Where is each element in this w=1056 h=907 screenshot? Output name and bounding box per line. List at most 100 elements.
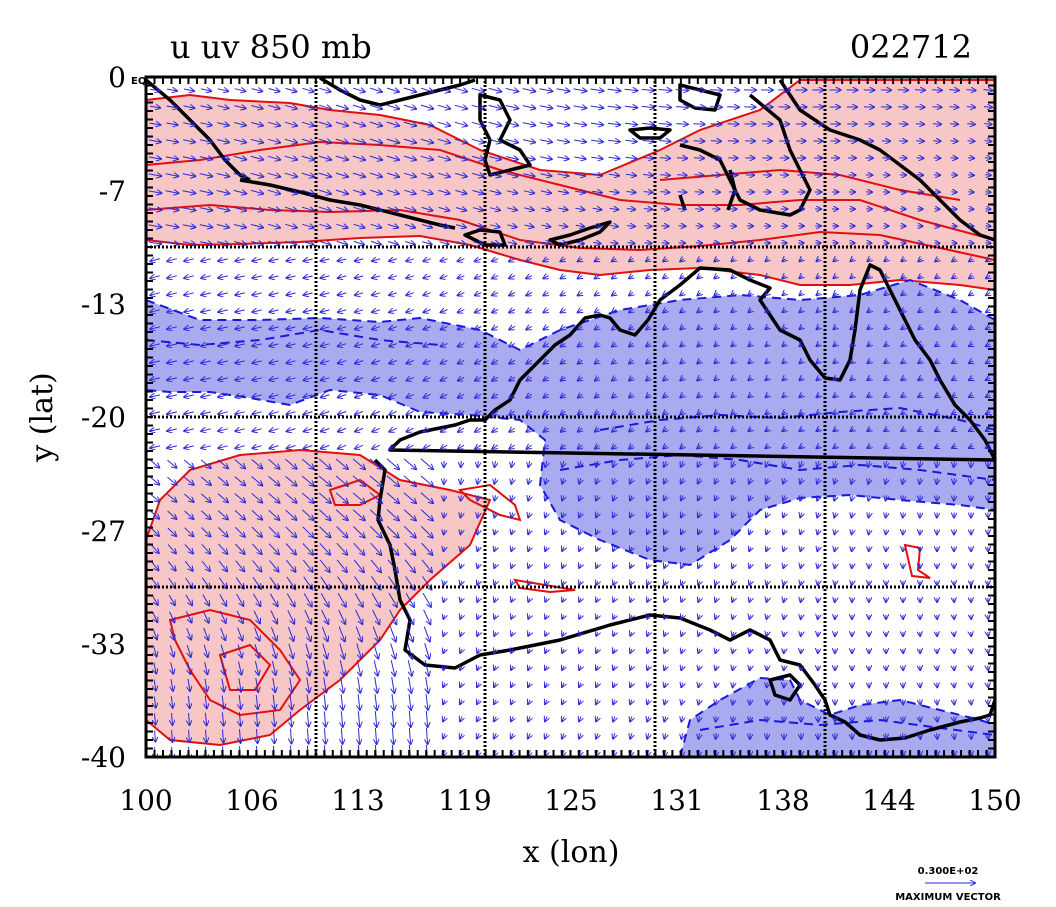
wind-vector bbox=[387, 224, 398, 227]
wind-vector bbox=[387, 190, 399, 194]
wind-vector bbox=[324, 728, 325, 743]
wind-vector bbox=[573, 89, 587, 91]
wind-vector bbox=[678, 209, 686, 210]
wind-vector bbox=[372, 378, 381, 381]
wind-vector bbox=[545, 632, 547, 636]
wind-vector bbox=[358, 728, 359, 744]
wind-vector bbox=[675, 90, 689, 91]
wind-vector bbox=[573, 123, 586, 125]
wind-vector bbox=[338, 412, 347, 415]
wind-vector bbox=[492, 411, 499, 415]
wind-vector bbox=[971, 683, 972, 688]
wind-vector bbox=[642, 123, 654, 124]
wind-vector bbox=[267, 139, 280, 142]
wind-vector bbox=[423, 310, 431, 313]
wind-vector bbox=[562, 581, 564, 585]
wind-vector bbox=[444, 495, 445, 500]
wind-vector bbox=[218, 412, 228, 414]
wind-vector bbox=[766, 581, 767, 585]
wind-vector bbox=[406, 276, 414, 278]
wind-vector bbox=[409, 710, 410, 727]
wind-vector bbox=[302, 224, 313, 227]
wind-vector bbox=[748, 310, 751, 313]
wind-vector bbox=[783, 293, 786, 296]
wind-vector bbox=[681, 683, 682, 687]
wind-vector bbox=[608, 174, 619, 175]
wind-vector bbox=[251, 242, 262, 245]
wind-vector bbox=[935, 378, 939, 380]
wind-vector bbox=[335, 156, 348, 160]
wind-vector bbox=[426, 677, 429, 693]
wind-vector bbox=[389, 626, 396, 642]
wind-vector bbox=[353, 207, 364, 211]
wind-vector bbox=[835, 749, 836, 756]
wind-vector bbox=[488, 157, 501, 160]
wind-vector bbox=[287, 344, 296, 346]
wind-vector bbox=[488, 139, 501, 142]
wind-vector bbox=[750, 615, 751, 619]
wind-vector bbox=[234, 242, 246, 245]
wind-vector bbox=[715, 649, 716, 653]
wind-vector bbox=[420, 156, 433, 160]
wind-vector bbox=[937, 666, 938, 670]
wind-vector bbox=[182, 242, 195, 244]
wind-vector bbox=[969, 412, 973, 414]
wind-vector bbox=[437, 156, 450, 160]
wind-vector bbox=[268, 241, 279, 244]
wind-vector bbox=[663, 276, 667, 279]
wind-vector bbox=[355, 428, 364, 431]
wind-vector bbox=[935, 344, 939, 346]
wind-vector bbox=[475, 394, 482, 398]
wind-vector bbox=[850, 446, 853, 448]
wind-vector bbox=[473, 242, 483, 244]
wind-vector bbox=[284, 207, 297, 211]
wind-vector bbox=[439, 242, 448, 245]
wind-vector bbox=[698, 564, 700, 568]
wind-vector bbox=[201, 327, 211, 329]
wind-vector bbox=[609, 191, 618, 192]
wind-vector bbox=[406, 344, 414, 347]
wind-vector bbox=[952, 361, 956, 363]
wind-vector bbox=[698, 700, 699, 705]
wind-vector bbox=[199, 242, 212, 245]
wind-vector bbox=[148, 157, 161, 159]
wind-vector bbox=[389, 310, 398, 313]
wind-vector bbox=[522, 140, 535, 143]
wind-vector bbox=[511, 495, 512, 500]
wind-vector bbox=[475, 445, 482, 449]
wind-vector bbox=[386, 173, 399, 177]
wind-vector bbox=[937, 683, 938, 688]
wind-vector bbox=[528, 598, 530, 602]
contour-red-1 bbox=[146, 140, 995, 241]
wind-vector bbox=[867, 293, 870, 296]
wind-vector bbox=[644, 226, 651, 227]
wind-vector bbox=[437, 139, 450, 143]
wind-vector bbox=[421, 207, 433, 210]
wind-vector bbox=[424, 377, 431, 380]
wind-vector bbox=[372, 344, 381, 347]
wind-vector bbox=[800, 310, 803, 313]
wind-vector bbox=[629, 310, 633, 313]
wind-vector bbox=[578, 293, 583, 296]
wind-vector bbox=[443, 683, 445, 687]
wind-vector bbox=[561, 411, 566, 415]
wind-vector bbox=[438, 225, 449, 228]
wind-vector bbox=[643, 175, 653, 176]
wind-vector bbox=[524, 242, 533, 244]
wind-vector bbox=[664, 683, 665, 687]
wind-vector bbox=[301, 207, 314, 211]
wind-vector bbox=[341, 677, 344, 692]
wind-vector bbox=[166, 106, 178, 108]
wind-vector bbox=[526, 310, 533, 313]
wind-vector bbox=[250, 139, 263, 142]
wind-vector bbox=[800, 361, 803, 364]
wind-vector bbox=[784, 615, 785, 619]
wind-vector bbox=[680, 344, 683, 347]
wind-vector bbox=[150, 327, 161, 329]
wind-vector bbox=[318, 207, 331, 211]
y-tick-label: -33 bbox=[81, 628, 126, 661]
wind-vector bbox=[407, 445, 414, 449]
wind-vector bbox=[454, 139, 467, 142]
wind-vector bbox=[851, 259, 854, 262]
wind-vector bbox=[424, 643, 430, 658]
